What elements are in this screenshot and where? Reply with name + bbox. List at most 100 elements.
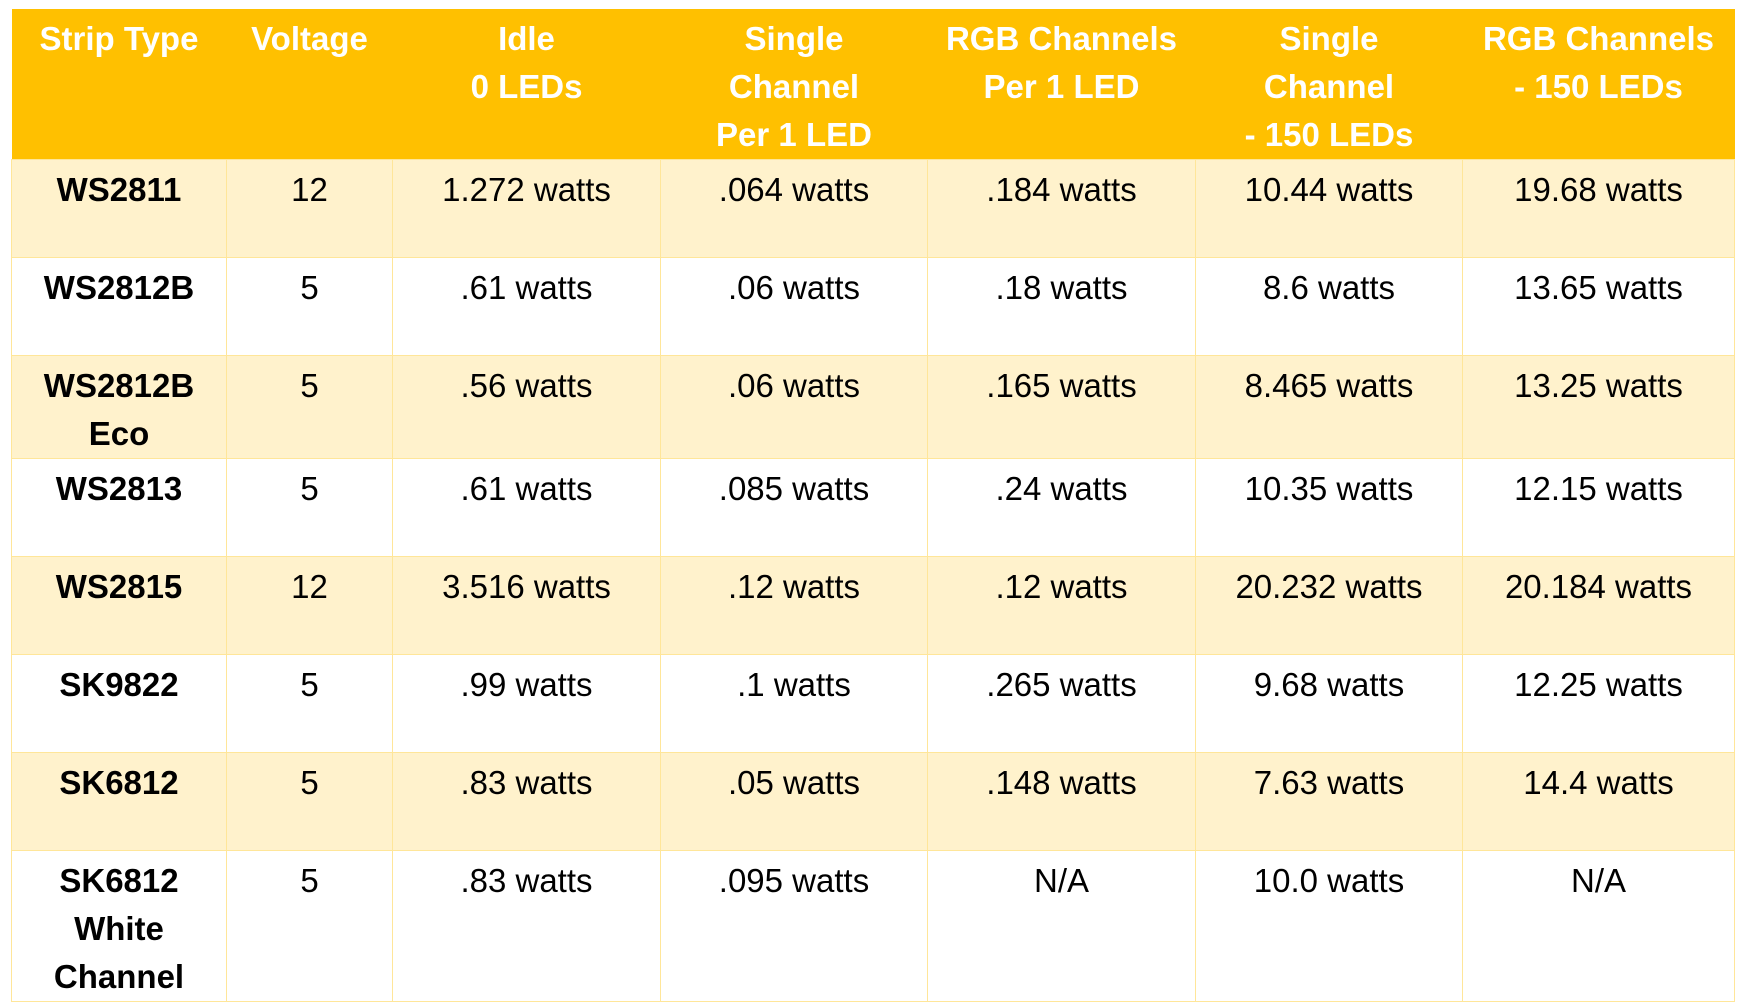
header-line: RGB Channels [945, 20, 1178, 57]
table-row: WS2811 12 1.272 watts .064 watts .184 wa… [11, 159, 1735, 258]
rgb-150-cell: 20.184 watts [1462, 556, 1735, 655]
rgb-per-led-cell: N/A [927, 850, 1196, 1002]
table-header: Strip Type Voltage Idle 0 LEDs Single Ch… [11, 9, 1735, 160]
idle-cell: 3.516 watts [392, 556, 661, 655]
strip-line: SK6812 [59, 764, 179, 801]
idle-cell: 1.272 watts [392, 159, 661, 258]
single-per-led-cell: .05 watts [660, 752, 928, 851]
single-per-led-cell: .06 watts [660, 355, 928, 459]
idle-cell: .83 watts [392, 752, 661, 851]
single-per-led-cell: .064 watts [660, 159, 928, 258]
strip-line: Channel [53, 958, 185, 995]
idle-cell: .99 watts [392, 654, 661, 753]
strip-type-cell: SK6812 White Channel [11, 850, 227, 1002]
single-per-led-cell: .1 watts [660, 654, 928, 753]
header-line: Strip Type [39, 20, 199, 57]
rgb-per-led-cell: .18 watts [927, 257, 1196, 356]
header-line: Single [1279, 20, 1379, 57]
voltage-cell: 5 [226, 257, 393, 356]
table-row: WS2813 5 .61 watts .085 watts .24 watts … [11, 458, 1735, 557]
strip-line: WS2812B [43, 367, 195, 404]
rgb-150-cell: 13.25 watts [1462, 355, 1735, 459]
header-line: Idle [498, 20, 555, 57]
rgb-150-cell: 12.25 watts [1462, 654, 1735, 753]
header-rgb-150: RGB Channels - 150 LEDs [1462, 9, 1735, 160]
single-per-led-cell: .085 watts [660, 458, 928, 557]
single-150-cell: 20.232 watts [1195, 556, 1463, 655]
single-150-cell: 10.35 watts [1195, 458, 1463, 557]
strip-line: Eco [88, 415, 150, 452]
single-per-led-cell: .12 watts [660, 556, 928, 655]
led-power-table-container: Strip Type Voltage Idle 0 LEDs Single Ch… [11, 9, 1735, 1002]
header-line: 0 LEDs [470, 68, 583, 105]
single-per-led-cell: .095 watts [660, 850, 928, 1002]
strip-type-cell: WS2815 [11, 556, 227, 655]
strip-type-cell: SK6812 [11, 752, 227, 851]
voltage-cell: 5 [226, 654, 393, 753]
table-row: SK9822 5 .99 watts .1 watts .265 watts 9… [11, 654, 1735, 753]
table-row: SK6812 White Channel 5 .83 watts .095 wa… [11, 850, 1735, 1002]
rgb-150-cell: 13.65 watts [1462, 257, 1735, 356]
voltage-cell: 12 [226, 556, 393, 655]
table-row: WS2815 12 3.516 watts .12 watts .12 watt… [11, 556, 1735, 655]
voltage-cell: 5 [226, 458, 393, 557]
header-line: - 150 LEDs [1244, 116, 1414, 153]
rgb-150-cell: N/A [1462, 850, 1735, 1002]
voltage-cell: 5 [226, 850, 393, 1002]
strip-type-cell: SK9822 [11, 654, 227, 753]
single-150-cell: 8.465 watts [1195, 355, 1463, 459]
strip-line: SK6812 [59, 862, 179, 899]
strip-type-cell: WS2813 [11, 458, 227, 557]
header-idle: Idle 0 LEDs [392, 9, 661, 160]
strip-line: WS2812B [43, 269, 195, 306]
single-150-cell: 10.0 watts [1195, 850, 1463, 1002]
idle-cell: .61 watts [392, 458, 661, 557]
table-row: WS2812B 5 .61 watts .06 watts .18 watts … [11, 257, 1735, 356]
strip-type-cell: WS2812B [11, 257, 227, 356]
rgb-per-led-cell: .265 watts [927, 654, 1196, 753]
single-150-cell: 8.6 watts [1195, 257, 1463, 356]
table-row: WS2812B Eco 5 .56 watts .06 watts .165 w… [11, 355, 1735, 459]
table-body: WS2811 12 1.272 watts .064 watts .184 wa… [11, 159, 1735, 1002]
header-row: Strip Type Voltage Idle 0 LEDs Single Ch… [11, 9, 1735, 160]
header-strip-type: Strip Type [11, 9, 227, 160]
strip-type-cell: WS2811 [11, 159, 227, 258]
strip-type-cell: WS2812B Eco [11, 355, 227, 459]
strip-line: White [74, 910, 164, 947]
voltage-cell: 12 [226, 159, 393, 258]
single-150-cell: 7.63 watts [1195, 752, 1463, 851]
header-line: Channel [1263, 68, 1395, 105]
header-voltage: Voltage [226, 9, 393, 160]
led-power-table: Strip Type Voltage Idle 0 LEDs Single Ch… [11, 9, 1735, 1002]
header-line: - 150 LEDs [1514, 68, 1683, 105]
strip-line: WS2813 [55, 470, 183, 507]
single-150-cell: 10.44 watts [1195, 159, 1463, 258]
rgb-150-cell: 12.15 watts [1462, 458, 1735, 557]
single-per-led-cell: .06 watts [660, 257, 928, 356]
rgb-per-led-cell: .184 watts [927, 159, 1196, 258]
strip-line: SK9822 [59, 666, 179, 703]
rgb-150-cell: 19.68 watts [1462, 159, 1735, 258]
header-line: Voltage [251, 20, 368, 57]
header-rgb-per-led: RGB Channels Per 1 LED [927, 9, 1196, 160]
rgb-per-led-cell: .148 watts [927, 752, 1196, 851]
header-single-150: Single Channel - 150 LEDs [1195, 9, 1463, 160]
single-150-cell: 9.68 watts [1195, 654, 1463, 753]
voltage-cell: 5 [226, 752, 393, 851]
header-line: Per 1 LED [983, 68, 1140, 105]
table-row: SK6812 5 .83 watts .05 watts .148 watts … [11, 752, 1735, 851]
header-single-per-led: Single Channel Per 1 LED [660, 9, 928, 160]
strip-line: WS2811 [56, 171, 182, 208]
idle-cell: .61 watts [392, 257, 661, 356]
idle-cell: .83 watts [392, 850, 661, 1002]
strip-line: WS2815 [55, 568, 183, 605]
rgb-per-led-cell: .24 watts [927, 458, 1196, 557]
voltage-cell: 5 [226, 355, 393, 459]
rgb-150-cell: 14.4 watts [1462, 752, 1735, 851]
header-line: Per 1 LED [716, 116, 872, 153]
idle-cell: .56 watts [392, 355, 661, 459]
header-line: RGB Channels [1482, 20, 1715, 57]
header-line: Channel [728, 68, 860, 105]
rgb-per-led-cell: .165 watts [927, 355, 1196, 459]
rgb-per-led-cell: .12 watts [927, 556, 1196, 655]
